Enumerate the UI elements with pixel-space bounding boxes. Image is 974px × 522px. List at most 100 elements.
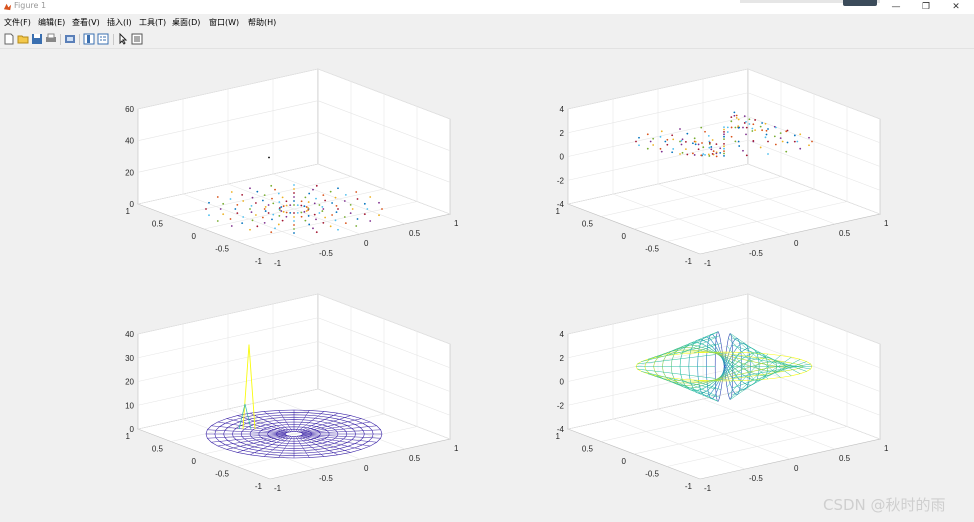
surface-mesh-line	[667, 377, 719, 402]
scatter-point	[765, 129, 768, 132]
menu-desktop[interactable]: 桌面(D)	[172, 18, 201, 27]
surface-mesh-line	[725, 356, 740, 381]
scatter-point	[307, 209, 310, 211]
scatter-point	[745, 154, 748, 157]
scatter-point	[723, 155, 725, 157]
z-tick-label: -4	[557, 200, 565, 209]
scatter-point	[711, 139, 714, 141]
save-icon[interactable]	[31, 33, 43, 45]
scatter-point	[280, 210, 283, 212]
scatter-point	[666, 143, 669, 146]
scatter-point	[381, 208, 383, 210]
surface-mesh-line	[217, 434, 287, 447]
surface-mesh-line	[641, 371, 716, 390]
scatter-point	[712, 150, 715, 153]
menu-help[interactable]: 帮助(H)	[248, 18, 277, 27]
x-tick-label: 1	[884, 219, 889, 228]
grid-line	[702, 398, 836, 450]
menu-bar: 文件(F) 编辑(E) 查看(V) 插入(I) 工具(T) 桌面(D) 窗口(W…	[0, 14, 974, 30]
new-figure-icon[interactable]	[3, 33, 15, 45]
scatter-point	[369, 196, 372, 198]
scatter-point	[730, 135, 733, 138]
menu-tools[interactable]: 工具(T)	[139, 18, 167, 27]
menu-window[interactable]: 窗口(W)	[209, 18, 240, 27]
link-plot-icon[interactable]	[64, 33, 76, 45]
scatter-point	[719, 151, 722, 154]
scatter-point	[742, 126, 744, 129]
property-inspector-icon[interactable]	[131, 33, 143, 45]
scatter-point	[781, 140, 784, 143]
scatter-point	[337, 187, 339, 190]
scatter-point	[335, 204, 338, 207]
scatter-point	[337, 228, 339, 231]
scatter-point	[307, 215, 310, 217]
print-icon[interactable]	[45, 33, 57, 45]
scatter-point	[697, 148, 700, 151]
scatter-point	[293, 200, 295, 202]
scatter-point	[318, 204, 321, 206]
close-button[interactable]: ✕	[952, 2, 960, 12]
axes-top-left[interactable]: 0 20 40 60 1 0.5 0 -0.5 -1 -1 -0.5 0 0.5 1	[125, 68, 459, 268]
axes-bottom-left[interactable]: 0 10 20 30 40 1 0.5 0 -0.5 -1 -1 -0.5 0 0.5 1	[125, 293, 459, 493]
scatter-point	[664, 140, 667, 143]
scatter-point	[304, 196, 307, 199]
surface-mesh-line	[295, 436, 310, 458]
y-tick-label: 0	[192, 457, 197, 466]
scatter-point	[277, 223, 280, 226]
insert-colorbar-icon[interactable]	[83, 33, 95, 45]
scatter-point	[680, 139, 683, 142]
scatter-point	[681, 138, 684, 141]
scatter-point	[734, 140, 737, 143]
scatter-point	[652, 144, 655, 146]
scatter-point	[704, 130, 706, 133]
edit-plot-arrow-icon[interactable]	[117, 33, 129, 45]
surface-mesh-line	[298, 412, 339, 433]
surface-mesh-line	[302, 429, 381, 434]
scatter-point	[672, 148, 675, 150]
scatter-point	[282, 205, 285, 208]
surface-mesh-line	[301, 421, 371, 434]
axes-bottom-right[interactable]: -4 -2 0 2 4 1 0.5 0 -0.5 -1 -1 -0.5 0 0.5 1	[556, 293, 889, 493]
scatter-point	[344, 222, 347, 225]
axes-top-right[interactable]: -4 -2 0 2 4 1 0.5 0 -0.5 -1 -1 -0.5 0 0.5 1	[556, 68, 889, 268]
scatter-point	[708, 146, 711, 149]
minimize-button[interactable]: —	[891, 2, 901, 12]
scatter-point	[691, 152, 694, 155]
scatter-point	[785, 130, 788, 133]
x-tick-label: -1	[274, 484, 282, 493]
scatter-point	[808, 136, 810, 139]
insert-legend-icon[interactable]	[97, 33, 109, 45]
scatter-point	[356, 198, 359, 200]
scatter-point	[303, 210, 306, 213]
scatter-point	[660, 150, 663, 153]
scatter-point	[274, 188, 276, 191]
menu-edit[interactable]: 编辑(E)	[38, 18, 66, 27]
scatter-point	[293, 220, 295, 222]
z-tick-label: 0	[560, 378, 565, 387]
scatter-point	[748, 118, 751, 121]
menu-file[interactable]: 文件(F)	[4, 18, 31, 27]
y-tick-label: -0.5	[215, 470, 229, 479]
scatter-point	[693, 154, 696, 156]
maximize-button[interactable]: ❐	[921, 2, 931, 12]
scatter-point	[751, 130, 754, 132]
scatter-point	[652, 137, 655, 140]
z-tick-label: 0	[560, 153, 565, 162]
scatter-point	[261, 199, 264, 202]
scatter-point	[702, 146, 705, 149]
z-tick-label: -2	[557, 401, 565, 410]
x-tick-label: 0.5	[839, 229, 851, 238]
y-tick-label: -0.5	[645, 245, 659, 254]
scatter-point	[324, 199, 327, 202]
scatter-point	[315, 218, 317, 221]
taskbar-preview	[740, 0, 880, 6]
scatter-point	[742, 149, 744, 152]
open-file-icon[interactable]	[17, 33, 29, 45]
scatter-point	[793, 134, 796, 137]
scatter-point	[711, 152, 714, 155]
menu-insert[interactable]: 插入(I)	[107, 18, 132, 27]
menu-view[interactable]: 查看(V)	[72, 18, 100, 27]
scatter-point	[700, 154, 703, 157]
x-tick-label: -1	[704, 259, 712, 268]
